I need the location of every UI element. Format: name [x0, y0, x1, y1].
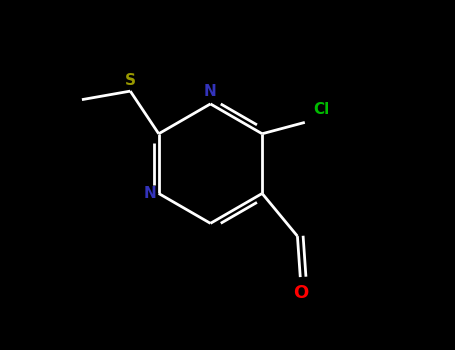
Text: Cl: Cl	[313, 102, 329, 117]
Text: O: O	[293, 284, 308, 302]
Text: S: S	[125, 73, 136, 88]
Text: N: N	[143, 186, 156, 201]
Text: N: N	[204, 84, 217, 99]
